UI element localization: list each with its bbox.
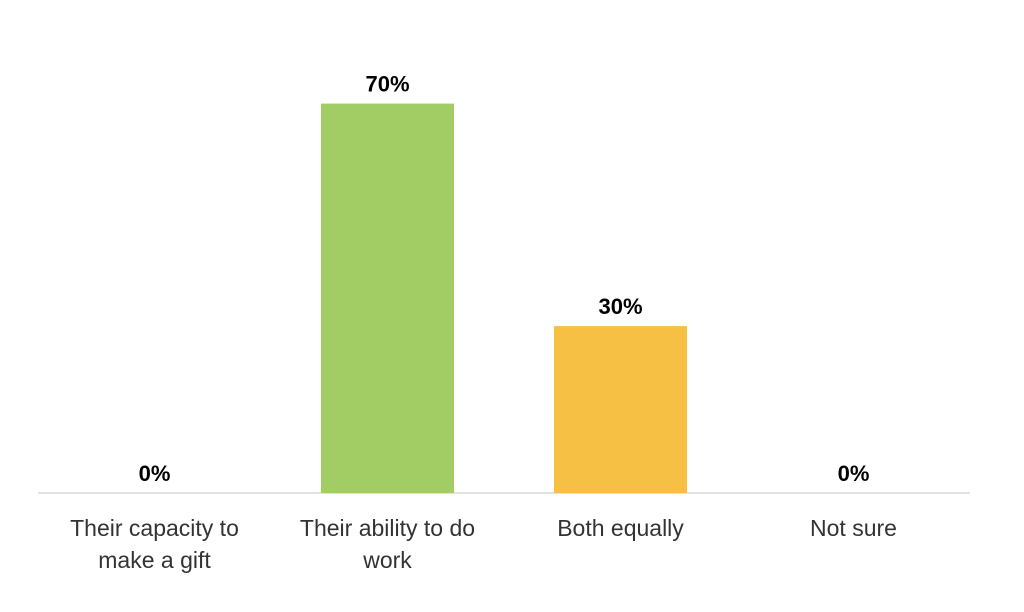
category-label-1-line-1: work [362,547,412,573]
category-label-0-line-0: Their capacity to [70,515,239,541]
category-labels-group: Their capacity to make a gift Their abilit… [70,515,897,573]
category-label-3-line-0: Not sure [810,515,897,541]
bars-group [321,103,687,493]
category-label-1-line-0: Their ability to do [300,515,475,541]
value-label-1: 70% [365,72,409,97]
category-label-0-line-1: make a gift [98,547,211,573]
value-label-3: 0% [838,461,870,486]
category-label-1: Their ability to do work [300,515,475,573]
category-label-3: Not sure [810,515,897,541]
value-label-0: 0% [139,461,171,486]
bar-1 [321,103,454,493]
value-labels-group: 0% 70% 30% 0% [139,72,870,486]
bar-2 [554,326,687,493]
value-label-2: 30% [598,294,642,319]
category-label-2: Both equally [557,515,684,541]
category-label-2-line-0: Both equally [557,515,684,541]
category-label-0: Their capacity to make a gift [70,515,239,573]
